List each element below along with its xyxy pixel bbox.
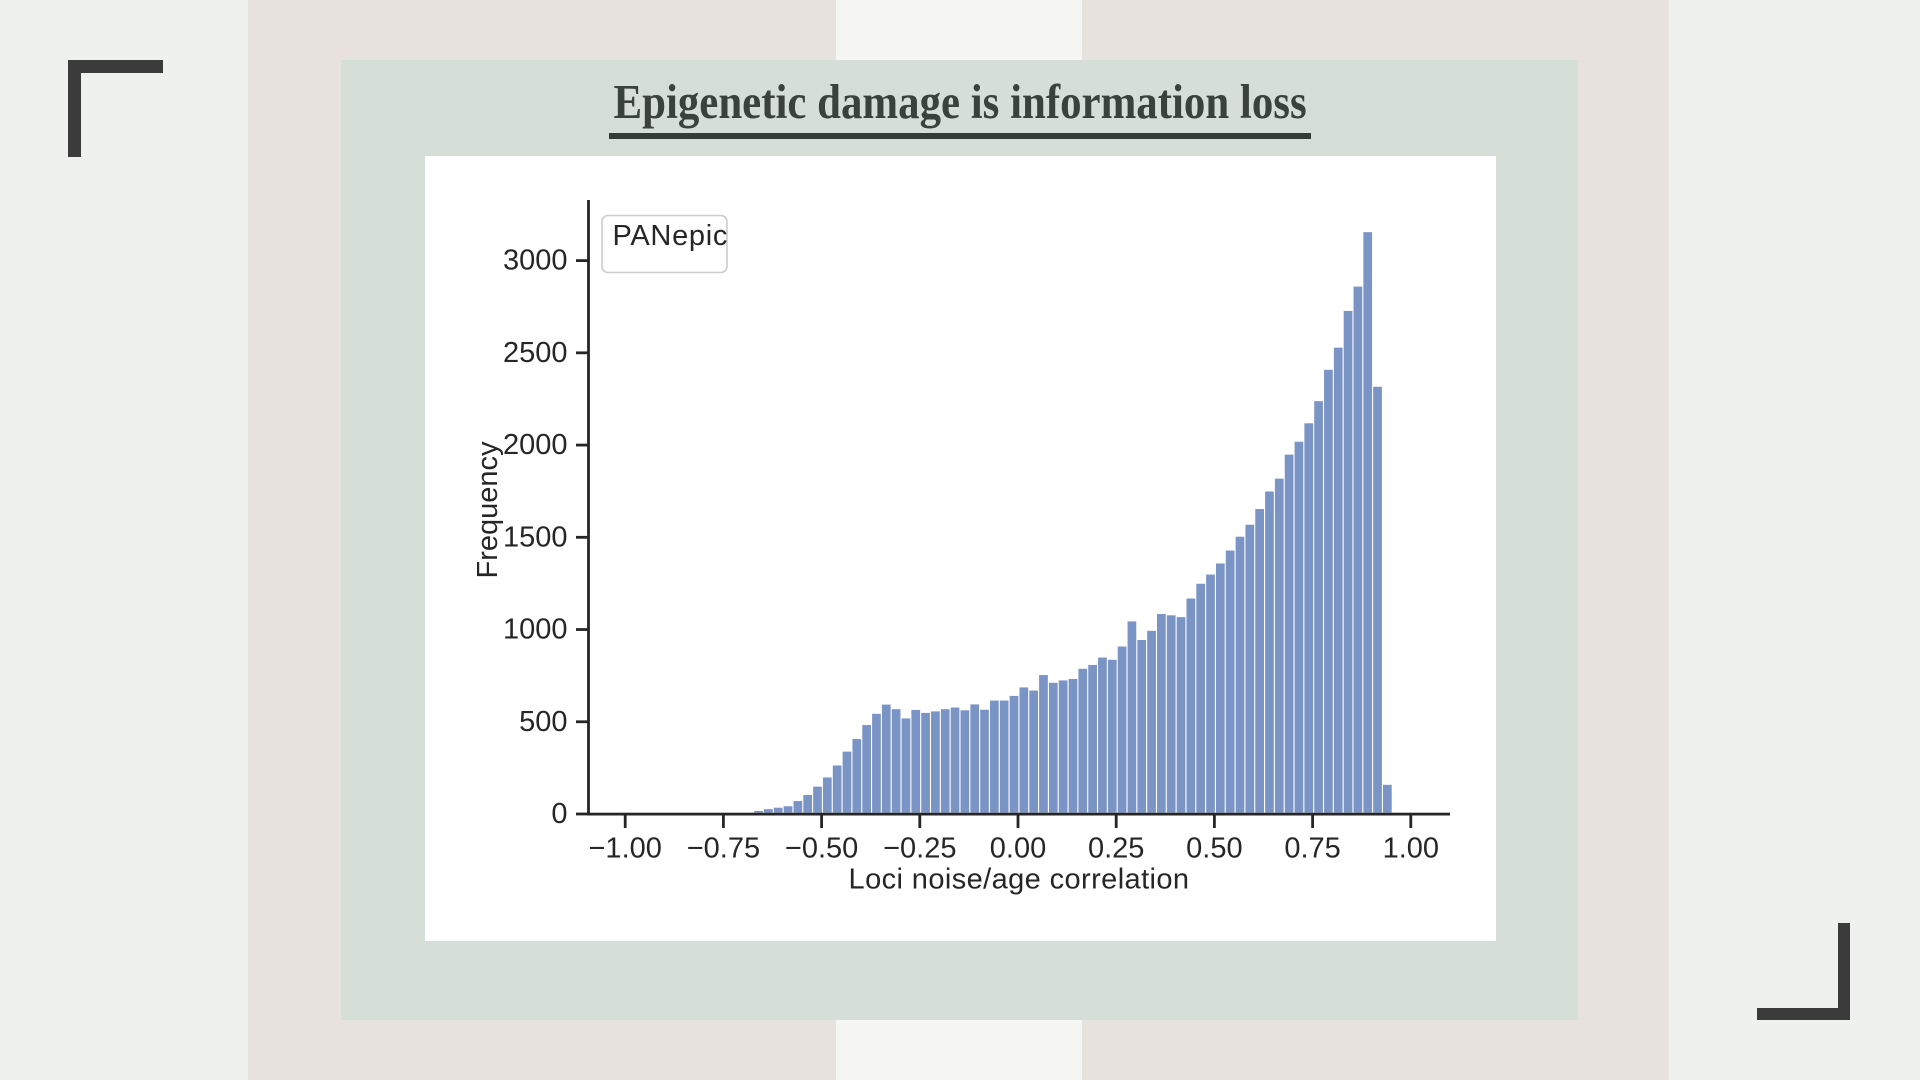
svg-text:2500: 2500 xyxy=(503,337,568,369)
svg-text:−0.75: −0.75 xyxy=(687,833,760,865)
svg-text:−0.50: −0.50 xyxy=(785,833,858,865)
svg-text:1500: 1500 xyxy=(503,521,568,553)
svg-text:Frequency: Frequency xyxy=(472,441,504,579)
svg-text:500: 500 xyxy=(519,706,567,738)
svg-text:0.50: 0.50 xyxy=(1186,833,1242,865)
svg-text:1.00: 1.00 xyxy=(1383,833,1439,865)
svg-text:0: 0 xyxy=(551,798,567,830)
svg-text:0.75: 0.75 xyxy=(1284,833,1340,865)
svg-text:−0.25: −0.25 xyxy=(883,833,956,865)
svg-text:PANepic: PANepic xyxy=(613,220,729,252)
svg-text:1000: 1000 xyxy=(503,614,568,646)
svg-text:−1.00: −1.00 xyxy=(589,833,662,865)
svg-text:3000: 3000 xyxy=(503,245,568,277)
svg-text:Loci noise/age correlation: Loci noise/age correlation xyxy=(849,864,1190,896)
svg-text:0.00: 0.00 xyxy=(990,833,1046,865)
svg-text:2000: 2000 xyxy=(503,429,568,461)
svg-text:0.25: 0.25 xyxy=(1088,833,1144,865)
